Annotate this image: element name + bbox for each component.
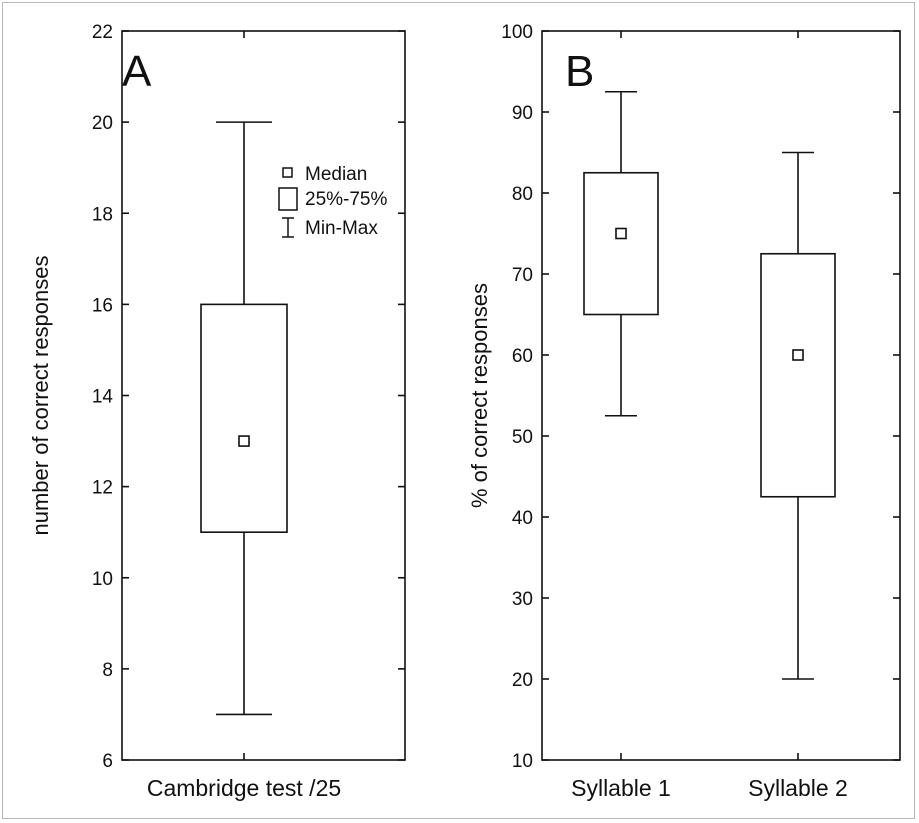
y-tick-label: 20	[512, 670, 533, 691]
category-label-cambridge-test-25: Cambridge test /25	[147, 775, 341, 801]
y-axis-title: number of correct responses	[28, 255, 53, 535]
y-tick-label: 16	[92, 295, 113, 316]
y-tick-label: 80	[512, 184, 533, 205]
y-tick-label: 90	[512, 103, 533, 124]
y-tick-label: 40	[512, 508, 533, 529]
y-tick-label: 14	[92, 387, 114, 408]
y-tick-label: 8	[102, 660, 113, 681]
legend-box-label: 25%-75%	[305, 189, 387, 210]
median-marker-syllable-1	[615, 227, 627, 240]
y-axis-title: % of correct responses	[467, 283, 492, 508]
y-tick-label: 10	[512, 751, 533, 772]
y-tick-label: 18	[92, 204, 113, 225]
plot-frame	[121, 30, 406, 761]
panel-a: 6 8 10 12 14 16 18 20 22 number of correct respon…	[28, 22, 406, 801]
category-label-syllable-1: Syllable 1	[571, 775, 671, 801]
y-tick-label: 10	[92, 569, 113, 590]
median-marker-syllable-2	[792, 349, 804, 361]
legend-whisker-label: Min-Max	[305, 218, 378, 239]
y-tick-label: 50	[512, 427, 533, 448]
iqr-box-cambridge-test-25	[200, 303, 288, 533]
y-tick-label: 100	[501, 22, 533, 43]
y-tick-label: 30	[512, 589, 533, 610]
panel-b: 10 20 30 40 50 60 70 80 90 100 % of correct respon…	[467, 22, 901, 801]
legend-median-symbol	[282, 167, 293, 178]
y-tick-label: 22	[92, 22, 113, 43]
y-tick-label: 70	[512, 265, 533, 286]
legend-box-symbol	[278, 187, 298, 211]
panel-letter: B	[565, 47, 594, 96]
panel-letter: A	[122, 47, 152, 96]
y-tick-label: 6	[102, 751, 113, 772]
legend-median-label: Median	[305, 164, 367, 185]
category-label-syllable-2: Syllable 2	[748, 775, 848, 801]
iqr-box-syllable-1	[583, 171, 659, 316]
y-tick-label: 12	[92, 478, 113, 499]
y-tick-label: 60	[512, 346, 533, 367]
legend: Median 25%-75% Min-Max	[278, 164, 387, 239]
y-tick-label: 20	[92, 113, 113, 134]
plot-frame	[541, 30, 901, 761]
iqr-box-syllable-2	[760, 252, 836, 498]
median-marker-cambridge-test-25	[238, 435, 250, 447]
